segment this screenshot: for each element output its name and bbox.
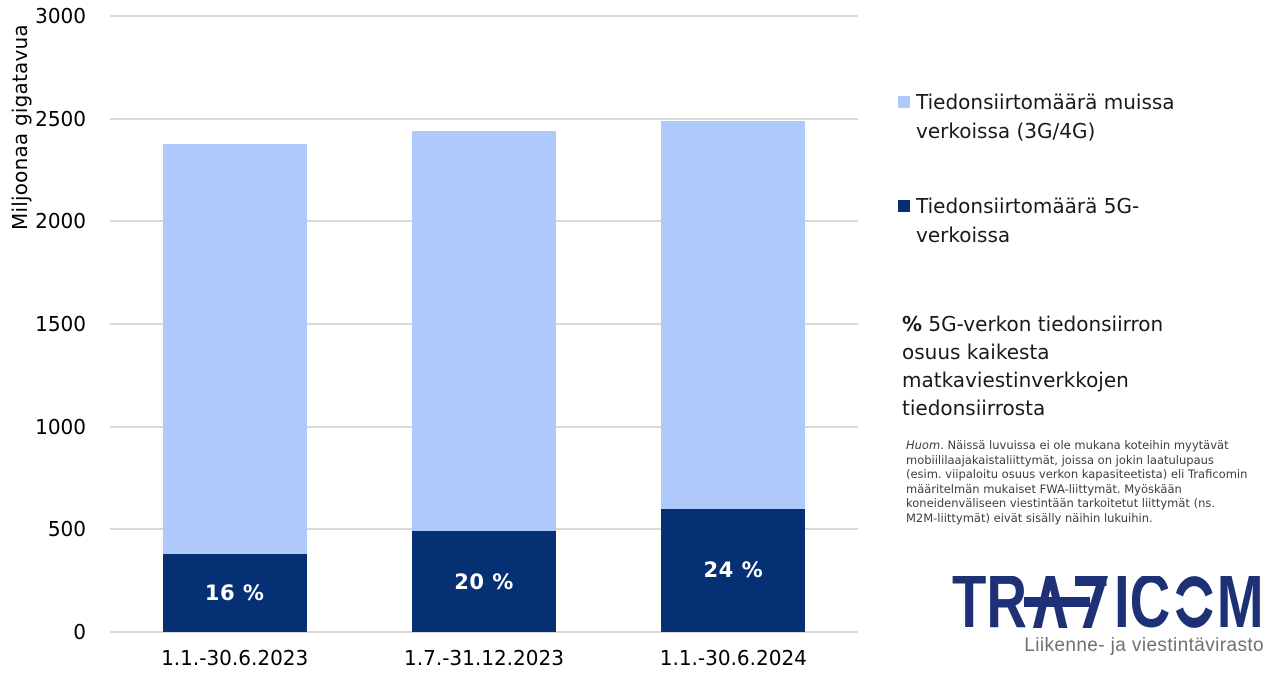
legend-swatch: [898, 96, 910, 108]
gridline: [110, 117, 858, 120]
bar-group: 24 %: [661, 120, 806, 632]
logo-letters-ic: IC: [1114, 576, 1170, 628]
gridline: [110, 631, 858, 633]
x-axis-label: 1.1.-30.6.2023: [161, 646, 309, 670]
bar-segment-3g4g: [162, 144, 307, 554]
legend: Tiedonsiirtomäärä muissa verkoissa (3G/4…: [898, 88, 1270, 250]
bar-segment-5g: 20 %: [412, 531, 556, 632]
percent-annotation: % 5G-verkon tiedonsiirron osuus kaikesta…: [902, 310, 1202, 422]
plot-area: 16 % 20 % 24 %: [110, 15, 858, 633]
bar-percent-label: 24 %: [703, 558, 764, 583]
y-tick-label: 2500: [35, 106, 86, 131]
legend-item: Tiedonsiirtomäärä 5G-verkoissa: [898, 192, 1270, 250]
legend-item: Tiedonsiirtomäärä muissa verkoissa (3G/4…: [898, 88, 1270, 146]
y-tick-label: 0: [73, 620, 86, 644]
legend-label: Tiedonsiirtomäärä 5G-verkoissa: [916, 194, 1140, 247]
percent-annotation-text: 5G-verkon tiedonsiirron osuus kaikesta m…: [902, 312, 1164, 420]
traficom-logo: TR IC M Liikenne- ja viestintävirasto: [952, 576, 1264, 657]
logo-letter-f-stem: [1082, 576, 1108, 628]
footnote-lead: Huom: [906, 438, 941, 452]
logo-a-crossbar: [1024, 597, 1090, 607]
logo-tagline: Liikenne- ja viestintävirasto: [1024, 635, 1264, 656]
y-tick-label: 2000: [35, 209, 86, 234]
bar-segment-3g4g: [661, 120, 806, 509]
logo-letter-o-bottom-arc: [1175, 607, 1213, 628]
bar-group: 20 %: [412, 131, 556, 632]
x-axis: 1.1.-30.6.2023 1.7.-31.12.2023 1.1.-30.6.2…: [110, 646, 858, 674]
bar-segment-5g: 16 %: [162, 553, 307, 632]
y-tick-label: 500: [47, 517, 86, 542]
logo-letter-m: M: [1217, 576, 1264, 628]
y-axis: 0 500 1000 1500 2000 2500 3000: [0, 4, 96, 644]
traficom-wordmark: TR IC M: [952, 576, 1264, 628]
y-tick-label: 1500: [35, 312, 86, 336]
x-axis-label: 1.1.-30.6.2024: [659, 646, 807, 670]
logo-letters-tr: TR: [952, 576, 1027, 628]
bar-segment-5g: 24 %: [661, 508, 806, 632]
bar-percent-label: 20 %: [454, 569, 514, 594]
logo-letter-o-top-arc: [1175, 576, 1213, 597]
y-tick-label: 1000: [35, 414, 86, 439]
bar-segment-3g4g: [412, 131, 556, 532]
logo-letter-a: [1033, 576, 1068, 628]
legend-swatch: [898, 200, 910, 212]
footnote: Huom. Näissä luvuissa ei ole mukana kote…: [906, 438, 1248, 526]
legend-label: Tiedonsiirtomäärä muissa verkoissa (3G/4…: [916, 90, 1175, 143]
bar-group: 16 %: [162, 144, 307, 632]
side-panel: Tiedonsiirtomäärä muissa verkoissa (3G/4…: [898, 88, 1270, 526]
y-tick-label: 3000: [35, 4, 86, 28]
gridline: [110, 15, 858, 17]
bar-percent-label: 16 %: [204, 580, 265, 605]
x-axis-label: 1.7.-31.12.2023: [404, 646, 564, 670]
footnote-body: . Näissä luvuissa ei ole mukana koteihin…: [906, 438, 1248, 525]
logo-f-top-bar: [1075, 576, 1107, 586]
percent-symbol: %: [902, 312, 923, 336]
